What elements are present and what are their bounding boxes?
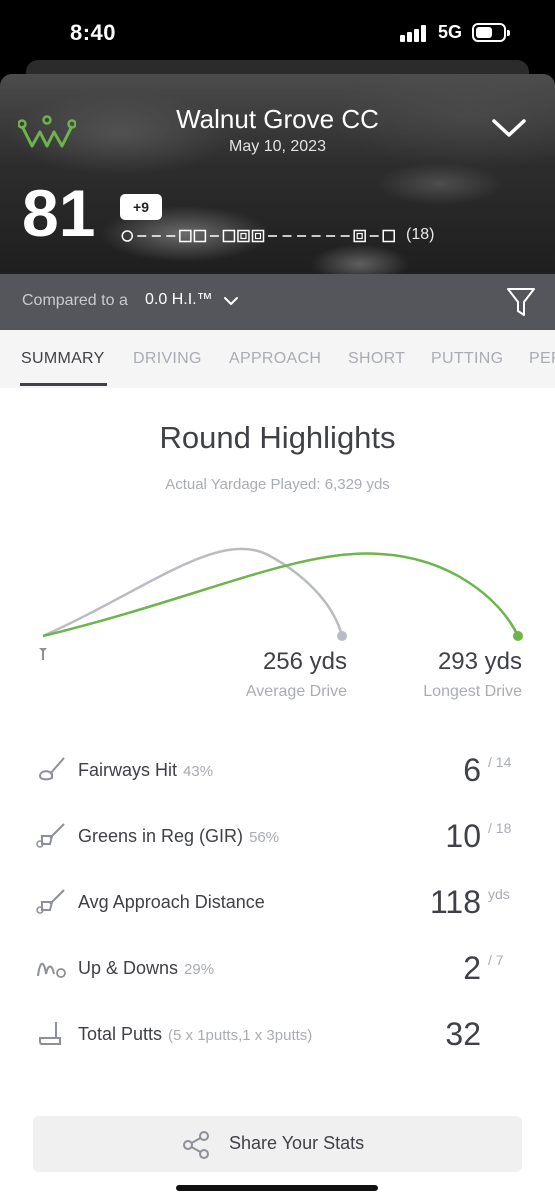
course-name: Walnut Grove CC [176,104,379,134]
stat-row-fairways[interactable]: Fairways Hit 43% 6 / 14 [0,746,555,796]
stat-row-approach[interactable]: Avg Approach Distance 118 yds [0,878,555,928]
stat-total: / 7 [488,952,504,968]
stats-tabs: SUMMARY DRIVING APPROACH SHORT PUTTING P… [0,330,555,388]
iron-icon [36,889,65,914]
round-score: 81 [22,176,96,250]
tab-summary[interactable]: SUMMARY [21,350,105,367]
handicap-selector[interactable]: 0.0 H.I.™ [145,291,213,308]
filter-icon[interactable] [506,286,536,318]
stat-label: Up & Downs 29% [78,958,215,978]
crown-logo-icon [18,115,76,148]
status-time: 8:40 [70,20,117,45]
stat-label: Greens in Reg (GIR) 56% [78,826,280,846]
round-header: Walnut Grove CC May 10, 2023 81 +9 (18) [0,74,555,274]
stat-total: / 18 [488,820,512,836]
compare-label: Compared to a [22,292,128,309]
to-par-badge: +9 [120,194,162,220]
signal-icon [400,24,430,42]
chevron-down-icon[interactable] [222,294,240,308]
share-stats-button[interactable]: Share Your Stats [33,1116,522,1172]
tab-performance[interactable]: PERFORMANCE [529,350,555,367]
hole-result-double [382,229,395,243]
share-label: Share Your Stats [229,1133,365,1153]
tab-short[interactable]: SHORT [348,350,406,367]
average-drive-arc [42,547,344,638]
network-type: 5G [438,22,463,42]
stat-total: yds [488,886,510,902]
summary-panel: Round Highlights Actual Yardage Played: … [0,388,555,1200]
stat-value: 118 [429,884,481,920]
stat-row-up-downs[interactable]: Up & Downs 29% 2 / 7 [0,944,555,994]
hole-result-par [121,230,134,242]
iron-icon [36,823,65,848]
longest-drive-value: 293 yds [437,648,522,675]
stat-label: Avg Approach Distance [78,892,265,912]
round-date: May 10, 2023 [229,138,326,155]
tab-driving[interactable]: DRIVING [133,350,202,367]
share-icon [183,1131,209,1159]
active-tab-indicator [20,383,107,386]
average-drive-value: 256 yds [262,648,347,675]
hole-result-double [222,229,236,243]
tab-putting[interactable]: PUTTING [431,350,504,367]
driver-icon [38,757,65,781]
tee-icon [39,648,47,660]
stat-label: Fairways Hit 43% [78,760,214,780]
putter-icon [39,1022,61,1045]
chip-icon [37,962,66,978]
section-title: Round Highlights [159,420,396,455]
longest-drive-endpoint [513,631,523,641]
stat-label: Total Putts (5 x 1putts,1 x 3putts) [78,1024,313,1044]
hero-photo-overlay [0,74,555,274]
yardage-played: Actual Yardage Played: 6,329 yds [165,476,390,493]
tab-approach[interactable]: APPROACH [229,350,322,367]
average-drive-label: Average Drive [245,683,347,700]
stat-row-gir[interactable]: Greens in Reg (GIR) 56% 10 / 18 [0,812,555,862]
stat-value: 10 [445,818,481,854]
average-drive-endpoint [337,631,347,641]
chevron-down-icon[interactable] [490,116,528,140]
status-bar: 8:40 5G [0,0,555,62]
hole-result-triple [237,229,250,243]
compare-bar: Compared to a 0.0 H.I.™ [0,274,555,330]
stat-value: 32 [445,1016,481,1052]
hole-result-triple [251,229,265,243]
drive-distance-chart [39,547,523,660]
battery-icon [472,23,510,42]
holes-count: (18) [406,226,435,243]
stat-value: 6 [463,752,481,788]
stat-row-putts[interactable]: Total Putts (5 x 1putts,1 x 3putts) 32 [0,1010,555,1060]
longest-drive-arc [42,552,520,638]
hole-result-triple [353,229,366,243]
hole-by-hole-strip [121,229,395,243]
stat-value: 2 [463,950,481,986]
hole-result-double [193,229,207,243]
hole-result-double [179,229,192,243]
longest-drive-label: Longest Drive [423,683,522,700]
home-indicator [176,1185,378,1191]
stat-total: / 14 [488,754,512,770]
